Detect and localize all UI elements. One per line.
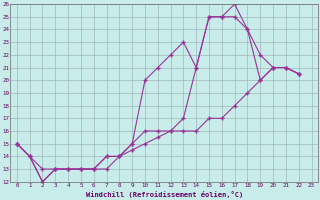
X-axis label: Windchill (Refroidissement éolien,°C): Windchill (Refroidissement éolien,°C) — [85, 191, 243, 198]
